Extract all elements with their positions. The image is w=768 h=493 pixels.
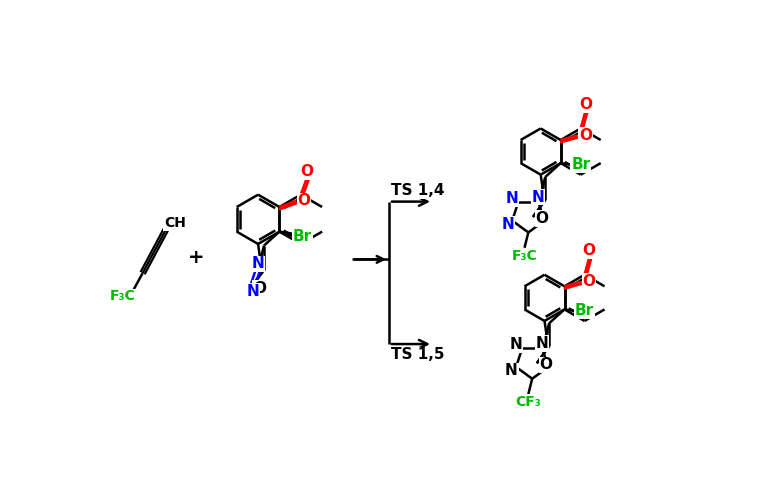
Text: O: O — [297, 193, 310, 209]
Text: Br: Br — [571, 157, 591, 172]
Text: Br: Br — [575, 304, 594, 318]
Text: O: O — [583, 274, 596, 289]
Text: N: N — [506, 191, 518, 206]
Text: N: N — [536, 336, 548, 351]
Text: N: N — [510, 338, 522, 352]
Text: TS 1,5: TS 1,5 — [392, 348, 445, 362]
Text: O: O — [540, 357, 552, 372]
Text: CH: CH — [164, 216, 186, 230]
Text: F₃C: F₃C — [511, 248, 538, 262]
Text: N: N — [247, 284, 260, 299]
Text: N: N — [532, 190, 545, 205]
Text: F₃C: F₃C — [110, 289, 135, 303]
Text: O: O — [579, 128, 592, 143]
Text: O: O — [300, 164, 313, 179]
Text: O: O — [253, 281, 266, 296]
Text: TS 1,4: TS 1,4 — [392, 183, 445, 198]
Text: N: N — [502, 217, 514, 232]
Text: N: N — [251, 256, 264, 272]
Text: N: N — [505, 363, 518, 378]
Text: Br: Br — [293, 229, 312, 244]
Text: O: O — [536, 211, 548, 226]
Text: +: + — [188, 248, 205, 267]
Text: O: O — [583, 244, 596, 258]
Text: CF₃: CF₃ — [515, 395, 541, 409]
Text: O: O — [579, 97, 592, 112]
